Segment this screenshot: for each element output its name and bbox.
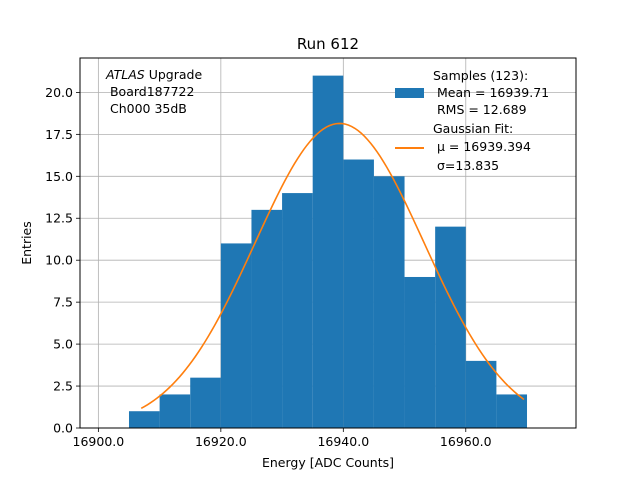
legend-hist-line-1: Samples (123): xyxy=(433,68,528,83)
histogram-bar xyxy=(128,411,160,428)
axis-ticks: 16900.0 16920.0 16940.0 16960.0 0.0 2.5 5.0 7.5… xyxy=(45,85,492,449)
x-axis-title: Energy [ADC Counts] xyxy=(262,455,394,470)
x-tick-label: 16920.0 xyxy=(195,434,247,449)
annotation-line-1-rest: Upgrade xyxy=(145,67,203,82)
legend-fit-line-1: Gaussian Fit: xyxy=(433,121,513,136)
histogram-bar xyxy=(404,276,436,428)
y-tick-label: 10.0 xyxy=(45,253,73,268)
histogram-bars xyxy=(128,75,528,428)
histogram-bar xyxy=(343,159,374,428)
annotation-line-2: Board187722 xyxy=(106,84,194,99)
histogram-bar xyxy=(373,176,405,428)
gaussian-fit xyxy=(140,122,525,410)
histogram-bar xyxy=(282,193,313,428)
y-tick-label: 5.0 xyxy=(53,337,73,352)
annotation-box: ATLAS Upgrade Board187722 Ch000 35dB xyxy=(105,67,202,116)
atlas-label: ATLAS xyxy=(105,67,145,82)
plot-frame xyxy=(79,57,577,429)
histogram-bar xyxy=(496,394,528,428)
legend: Samples (123): Mean = 16939.71 RMS = 12.… xyxy=(395,68,549,173)
histogram-bar xyxy=(220,243,252,428)
x-tick-label: 16940.0 xyxy=(317,434,369,449)
histogram-bar xyxy=(435,226,466,428)
y-tick-label: 15.0 xyxy=(45,169,73,184)
y-tick-label: 7.5 xyxy=(53,295,73,310)
y-tick-label: 12.5 xyxy=(45,211,73,226)
y-axis-title: Entries xyxy=(19,221,34,265)
histogram-bar xyxy=(465,360,497,428)
legend-hist-swatch xyxy=(395,88,424,98)
x-tick-label: 16900.0 xyxy=(73,434,125,449)
x-tick-label: 16960.0 xyxy=(440,434,492,449)
y-tick-label: 17.5 xyxy=(45,127,73,142)
histogram-bar xyxy=(251,209,283,428)
histogram-bar xyxy=(190,377,221,428)
y-tick-label: 20.0 xyxy=(45,85,73,100)
legend-hist-line-3: RMS = 12.689 xyxy=(433,102,527,117)
gaussian-fit-curve xyxy=(140,122,525,410)
legend-fit-line-2: μ = 16939.394 xyxy=(433,139,531,154)
annotation-line-1: ATLAS Upgrade xyxy=(105,67,202,82)
chart-title: Run 612 xyxy=(297,35,359,53)
legend-hist-line-2: Mean = 16939.71 xyxy=(433,85,549,100)
histogram-bar xyxy=(312,75,344,428)
y-tick-label: 2.5 xyxy=(53,379,73,394)
y-tick-label: 0.0 xyxy=(53,421,73,436)
annotation-line-3: Ch000 35dB xyxy=(106,101,187,116)
legend-fit-line-3: σ=13.835 xyxy=(433,158,499,173)
histogram-bar xyxy=(159,394,191,428)
